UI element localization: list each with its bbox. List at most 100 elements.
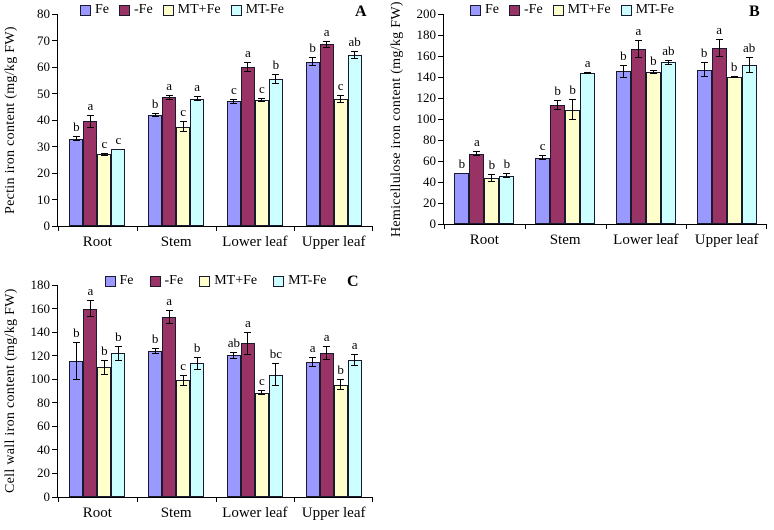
error-bar-line (103, 153, 105, 156)
error-bar-cap-top (569, 99, 577, 101)
error-bar (179, 121, 187, 132)
y-tick-label: 120 (30, 347, 51, 363)
error-bar (272, 362, 280, 387)
error-bar-line (117, 345, 119, 361)
significance-letter: b (73, 118, 80, 134)
significance-letter: b (503, 156, 511, 172)
error-bar-line (652, 69, 654, 74)
bar-mtfe-upper-leaf (726, 77, 742, 224)
error-bar-cap-bottom (244, 71, 252, 73)
error-bar-cap-bottom (230, 357, 238, 359)
y-tick-mark (52, 13, 57, 15)
error-bar-cap-bottom (258, 394, 266, 396)
error-bar-cap-top (179, 374, 187, 376)
y-tick-label: 40 (37, 441, 50, 457)
significance-letter: b (700, 45, 708, 61)
significance-letter: b (569, 82, 576, 98)
y-tick-label: 30 (37, 138, 50, 154)
y-tick-label: 140 (30, 324, 51, 340)
bar-mtfe-root (499, 175, 515, 224)
legend-swatch-icon (199, 275, 211, 287)
significance-letter: b (730, 58, 738, 74)
y-tick-label: 120 (416, 90, 437, 105)
significance-letter: bc (269, 345, 283, 361)
error-bar (86, 299, 94, 318)
error-bar-line (233, 99, 235, 104)
y-tick-label: 100 (416, 111, 437, 126)
error-bar-cap-bottom (634, 56, 642, 58)
legend-label: -Fe (134, 2, 153, 17)
bar-fe-upper-leaf (305, 362, 320, 497)
legend-label: -Fe (524, 2, 543, 17)
significance-letter: b (151, 331, 159, 347)
error-bar (664, 59, 672, 65)
legend-item-mtfe: MT-Fe (230, 3, 284, 17)
y-tick-label: 40 (37, 112, 50, 127)
error-bar (337, 378, 345, 391)
error-bar-line (275, 74, 277, 84)
bar-mtfe-upper-leaf (347, 359, 362, 497)
bar-fe-root (454, 172, 470, 224)
legend-swatch-icon (552, 4, 564, 16)
error-bar (715, 38, 723, 57)
legend-swatch-icon (620, 4, 632, 16)
error-bar (114, 345, 122, 361)
significance-letter: c (115, 132, 122, 148)
error-bar (473, 151, 481, 157)
significance-letter: b (101, 343, 108, 359)
significance-letter: b (151, 95, 159, 111)
error-bar (151, 348, 159, 354)
y-tick-label: 140 (416, 69, 437, 84)
y-tick-mark (52, 496, 57, 498)
bar-fe-upper-leaf (319, 44, 334, 226)
error-bar (258, 98, 266, 103)
error-bar-cap-bottom (473, 155, 481, 157)
panel-letter-b: B (749, 3, 760, 20)
y-tick-label: 180 (416, 27, 437, 42)
x-category-label: Lower leaf (222, 234, 288, 250)
y-tick-label: 50 (37, 85, 50, 101)
error-bar-cap-top (272, 362, 280, 364)
y-tick-label: 60 (37, 418, 50, 434)
error-bar-line (182, 121, 184, 132)
significance-letter: b (488, 156, 496, 172)
significance-letter: c (230, 82, 237, 98)
error-bar (151, 112, 159, 117)
y-tick-label: 20 (423, 195, 436, 210)
error-bar-cap-top (730, 75, 738, 77)
legend: Fe -Fe MT+Fe MT-Fe (470, 3, 674, 17)
legend-item-fe: Fe (470, 3, 499, 17)
legend-label: MT+Fe (214, 273, 258, 288)
bar-fe-root (69, 138, 84, 226)
error-bar-line (75, 342, 77, 380)
y-tick-mark (438, 76, 443, 78)
error-bar-line (326, 345, 328, 360)
error-bar-cap-bottom (619, 76, 627, 78)
error-bar-cap-bottom (503, 177, 511, 179)
y-tick-mark (52, 199, 57, 200)
error-bar (258, 390, 266, 396)
plot-area-b: 0 20 40 60 80 100 120 140 160 180 200 b a b b Root c b b a S… (417, 3, 767, 248)
error-bar (634, 39, 642, 58)
error-bar-cap-top (323, 345, 331, 347)
legend-item-mtfe: MT+Fe (552, 3, 611, 17)
error-bar-cap-bottom (86, 126, 94, 128)
error-bar (539, 155, 547, 161)
y-tick-mark (52, 119, 57, 121)
bar-mtfe-upper-leaf (333, 98, 348, 226)
error-bar-cap-top (309, 357, 317, 359)
error-bar-cap-bottom (584, 73, 592, 75)
significance-letter: a (87, 282, 94, 298)
significance-letter: c (180, 357, 187, 373)
x-tick-mark (137, 498, 138, 502)
y-tick-mark (52, 93, 57, 94)
error-bar (193, 96, 201, 102)
y-tick-label: 80 (37, 6, 50, 21)
error-bar-cap-top (258, 390, 266, 392)
error-bar-cap-bottom (165, 98, 173, 100)
x-tick-mark (58, 498, 59, 502)
error-bar (584, 72, 592, 75)
y-tick-label: 0 (43, 218, 51, 233)
y-tick-mark (438, 223, 443, 225)
significance-letter: ab (348, 34, 361, 50)
